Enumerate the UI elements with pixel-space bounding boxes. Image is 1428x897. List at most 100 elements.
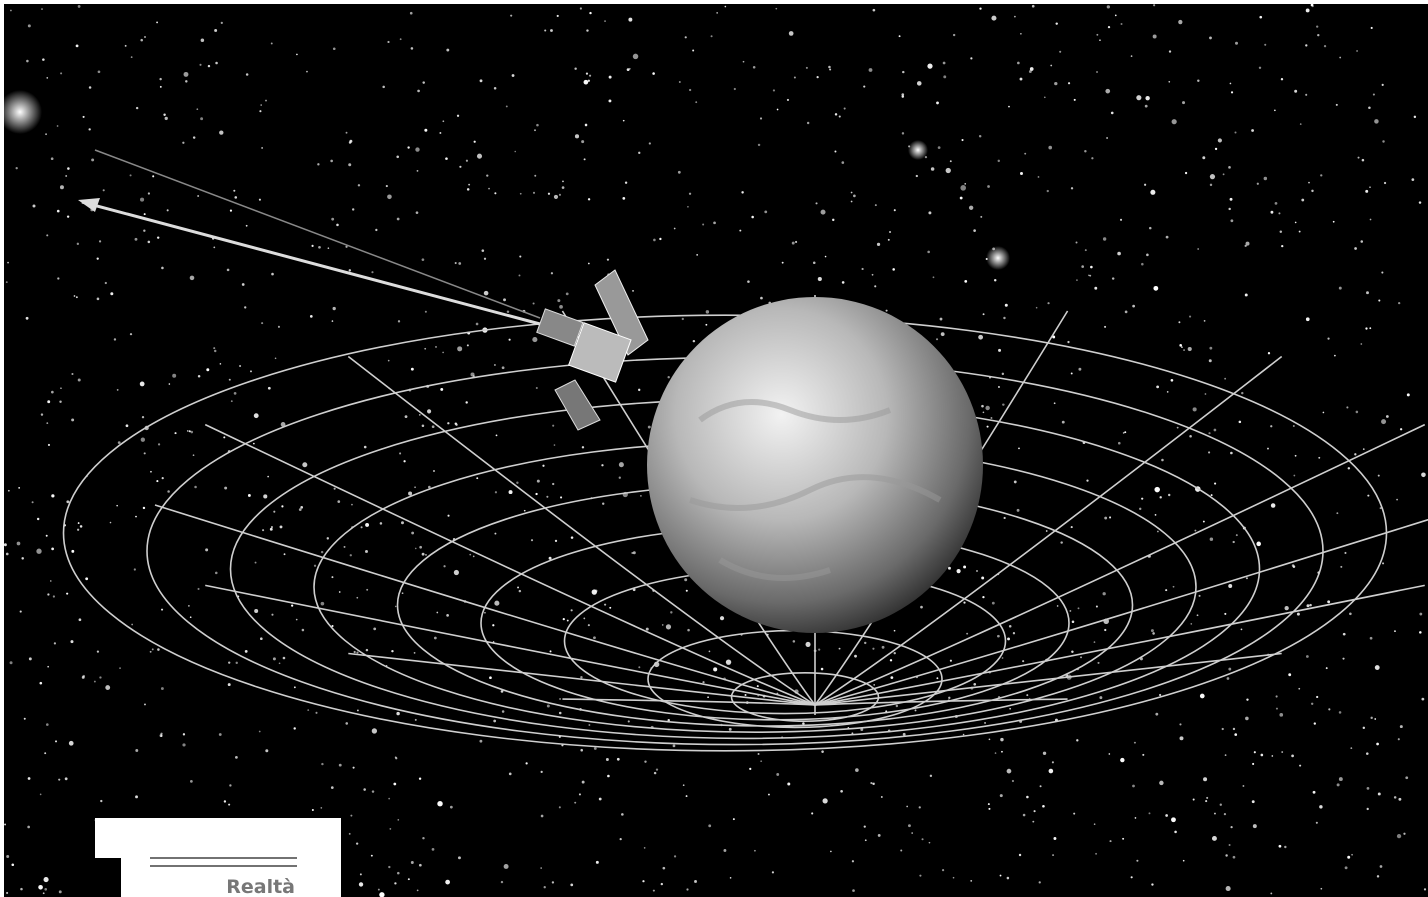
star [1165,589,1167,591]
star [873,684,875,686]
star [161,267,164,270]
star [42,58,45,61]
star [990,417,992,419]
star [1259,16,1262,19]
star [1268,352,1270,354]
star [745,694,747,696]
star [484,612,486,614]
star [936,102,939,105]
star [224,487,227,490]
star [1019,854,1021,856]
star [1073,813,1075,815]
star [1276,695,1278,697]
star [1086,480,1088,482]
star [29,657,32,660]
star [467,344,469,346]
star [224,800,226,802]
star [519,590,521,592]
star [1104,517,1107,520]
star [629,68,631,70]
star [1168,81,1170,83]
star [632,290,634,292]
star [263,494,267,498]
star [1071,187,1073,189]
star [354,651,356,653]
star [1294,90,1297,93]
star [1316,696,1318,698]
star [78,379,81,382]
star [1132,785,1135,788]
star [344,546,346,548]
earth [647,297,983,633]
star [520,193,522,195]
star [271,43,273,45]
star [1173,586,1175,588]
star [948,567,951,570]
star [1094,823,1096,825]
star [1000,875,1002,877]
star [97,651,99,653]
star [1378,300,1380,302]
star [220,363,222,365]
star [27,826,30,829]
star [571,609,573,611]
star [1054,82,1057,85]
star [440,388,443,391]
star [167,490,170,493]
star [729,728,732,731]
star [705,324,707,326]
star [998,349,1001,352]
star [116,505,118,507]
star [1270,893,1272,895]
star [606,758,609,761]
star [1057,605,1059,607]
star [1334,355,1336,357]
star [984,722,986,724]
star [77,529,79,531]
star [1209,359,1212,362]
caption-box: Realtà [95,818,341,897]
star [666,624,671,629]
star [1295,455,1297,457]
star [1094,287,1097,290]
star [1210,537,1213,540]
star [501,881,503,883]
star [540,867,542,869]
star [1394,796,1397,799]
star [702,223,704,225]
star [749,768,751,770]
star [861,268,863,270]
star [40,794,42,796]
star [875,204,877,206]
star [214,350,216,352]
star [1348,467,1350,469]
star [32,501,34,503]
star [163,114,165,116]
star [1309,604,1312,607]
star [988,808,990,810]
star [851,192,853,194]
star [1017,62,1020,65]
star [930,775,932,777]
star [1288,673,1291,676]
star [54,642,56,644]
star [1069,610,1071,612]
star [1370,219,1372,221]
star [262,529,264,531]
star [1151,629,1154,632]
star [1218,138,1222,142]
star [46,77,48,79]
star [1227,677,1230,680]
star [764,211,767,214]
star [559,712,562,715]
star [260,104,262,106]
star [1301,199,1304,202]
star [1214,429,1217,432]
star [973,229,976,232]
star [71,418,74,421]
star [1115,15,1117,17]
star [1194,530,1196,532]
star [567,620,569,622]
star [476,323,479,326]
star [1071,651,1073,653]
